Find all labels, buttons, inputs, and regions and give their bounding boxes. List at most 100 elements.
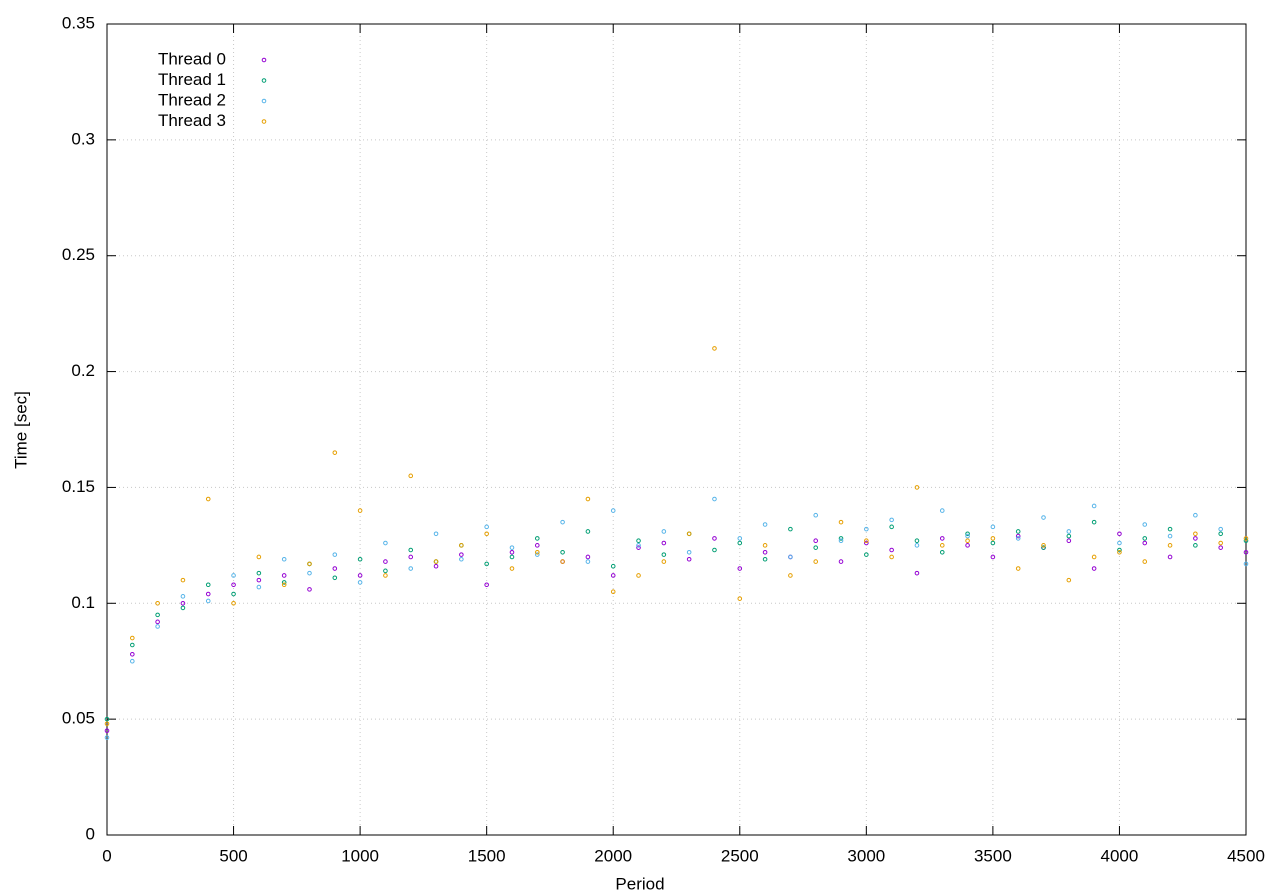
point <box>585 554 591 560</box>
point <box>1193 512 1198 518</box>
point <box>686 556 692 562</box>
point <box>762 556 768 562</box>
point <box>256 577 262 583</box>
point <box>1015 533 1021 539</box>
point <box>155 612 160 618</box>
point <box>256 570 262 576</box>
point <box>256 584 262 590</box>
point <box>712 536 717 541</box>
point <box>180 577 186 583</box>
point <box>180 594 186 599</box>
point <box>231 591 236 597</box>
x-tick-label: 3500 <box>974 846 1012 865</box>
point <box>636 538 641 544</box>
point <box>1243 536 1249 541</box>
point <box>610 563 616 569</box>
point <box>231 582 236 588</box>
point <box>534 543 540 548</box>
point <box>1041 545 1046 550</box>
point <box>1066 577 1072 583</box>
point <box>104 721 110 727</box>
point <box>332 566 338 571</box>
point <box>1066 533 1072 539</box>
point <box>104 735 110 740</box>
point <box>205 598 211 604</box>
point <box>1015 529 1021 534</box>
x-tick-label: 4000 <box>1101 846 1139 865</box>
point <box>1167 543 1173 548</box>
point <box>484 524 489 530</box>
point <box>1167 554 1173 560</box>
point <box>914 538 920 544</box>
point <box>484 561 489 567</box>
point <box>864 538 869 544</box>
point <box>459 552 464 557</box>
point <box>383 540 388 546</box>
point <box>383 573 388 578</box>
point <box>1117 550 1122 555</box>
point <box>661 540 667 546</box>
point <box>712 496 717 502</box>
point <box>1193 531 1198 537</box>
point <box>610 589 616 595</box>
y-tick-label: 0.15 <box>62 477 95 496</box>
point <box>560 550 565 555</box>
point <box>1142 540 1148 546</box>
point <box>155 600 160 606</box>
point <box>914 543 920 548</box>
point <box>889 554 894 560</box>
legend-marker <box>261 57 267 63</box>
point <box>408 473 414 479</box>
point <box>762 522 768 527</box>
point <box>1142 536 1148 541</box>
point <box>585 496 591 502</box>
point <box>737 540 743 546</box>
point <box>484 582 489 588</box>
point <box>636 543 641 548</box>
point <box>459 556 464 562</box>
point <box>180 605 186 611</box>
point <box>737 566 743 571</box>
point <box>332 552 338 557</box>
point <box>1091 503 1097 509</box>
point <box>205 582 211 588</box>
point <box>1218 526 1223 532</box>
point <box>534 550 540 555</box>
point <box>383 559 388 564</box>
point <box>130 635 135 641</box>
point <box>281 556 287 562</box>
point <box>281 580 287 585</box>
point <box>965 531 970 537</box>
point <box>130 658 135 664</box>
point <box>256 554 262 560</box>
point <box>889 524 894 530</box>
point <box>130 642 135 648</box>
point <box>737 536 743 541</box>
plot-frame <box>106 23 1247 836</box>
point <box>1015 536 1021 541</box>
point <box>1243 550 1249 555</box>
x-tick-label: 2000 <box>594 846 632 865</box>
point <box>1091 566 1097 571</box>
point <box>534 536 540 541</box>
point <box>889 517 894 523</box>
legend-marker <box>261 119 267 124</box>
point <box>1117 547 1122 553</box>
point <box>231 573 236 578</box>
point <box>307 570 312 576</box>
point <box>864 552 869 557</box>
point <box>357 508 363 513</box>
point <box>1218 545 1223 550</box>
point <box>281 573 287 578</box>
point <box>889 547 894 553</box>
point <box>990 540 996 546</box>
point <box>1117 531 1122 537</box>
legend-label: Thread 2 <box>158 90 226 109</box>
point <box>509 554 515 560</box>
point <box>560 559 565 564</box>
point <box>585 529 591 534</box>
point <box>914 570 920 576</box>
point <box>990 536 996 541</box>
x-tick-label: 0 <box>102 846 111 865</box>
